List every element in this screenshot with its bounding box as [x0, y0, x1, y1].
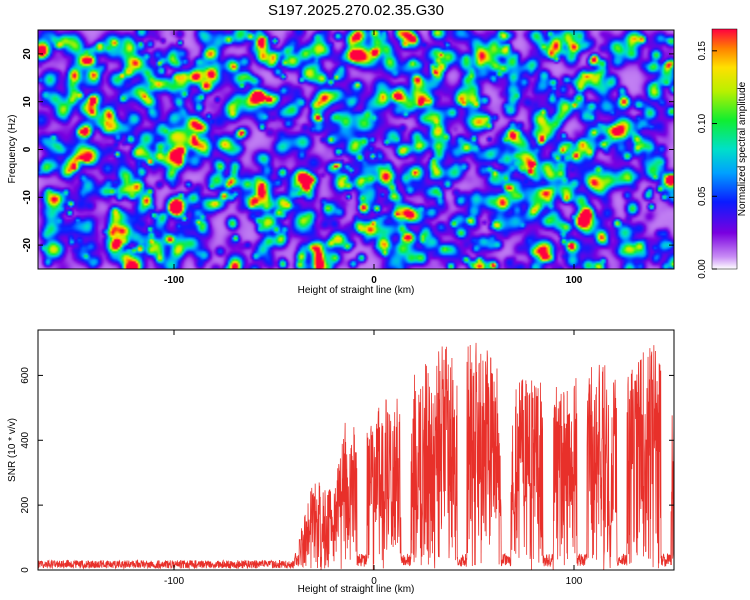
heatmap-x-ticks: -100 0 100 — [164, 30, 583, 286]
spectrogram-heatmap — [38, 30, 674, 269]
heatmap-x-tick-label: 0 — [371, 275, 377, 286]
snr-x-tick-label: -100 — [164, 576, 184, 587]
colorbar-tick-label: 0.00 — [697, 259, 708, 279]
snr-y-axis-label: SNR (10 * v/v) — [7, 418, 18, 482]
heatmap-y-axis-label: Frequency (Hz) — [7, 115, 18, 184]
colorbar — [711, 28, 738, 270]
snr-y-ticks: 0 200 400 600 — [20, 367, 674, 573]
heatmap-y-tick-label: 20 — [22, 48, 33, 60]
colorbar-ticks: 0.00 0.05 0.10 0.15 — [697, 41, 717, 279]
snr-plot-frame — [37, 329, 675, 571]
snr-x-tick-label: 0 — [371, 576, 377, 587]
colorbar-tick-label: 0.05 — [697, 186, 708, 206]
colorbar-label: Normalized spectral amplitude — [737, 81, 748, 216]
heatmap-x-tick-label: 100 — [566, 275, 583, 286]
heatmap-x-tick-label: -100 — [164, 275, 184, 286]
snr-y-tick-label: 0 — [20, 567, 31, 573]
snr-series-line — [38, 342, 674, 570]
snr-y-tick-label: 600 — [20, 367, 31, 384]
snr-y-tick-label: 400 — [20, 431, 31, 448]
heatmap-y-tick-label: 0 — [22, 146, 33, 152]
heatmap-y-tick-label: -20 — [22, 237, 33, 252]
snr-x-axis-label: Height of straight line (km) — [298, 584, 415, 595]
snr-y-tick-label: 200 — [20, 496, 31, 513]
colorbar-tick-label: 0.10 — [697, 113, 708, 133]
heatmap-y-tick-label: 10 — [22, 96, 33, 108]
snr-x-ticks: -100 0 100 — [164, 330, 583, 587]
chart-title: S197.2025.270.02.35.G30 — [268, 2, 444, 19]
snr-x-tick-label: 100 — [566, 576, 583, 587]
heatmap-y-tick-label: -10 — [22, 190, 33, 205]
heatmap-y-ticks: -20 -10 0 10 20 — [22, 48, 674, 252]
colorbar-tick-label: 0.15 — [697, 41, 708, 61]
heatmap-x-axis-label: Height of straight line (km) — [298, 285, 415, 296]
